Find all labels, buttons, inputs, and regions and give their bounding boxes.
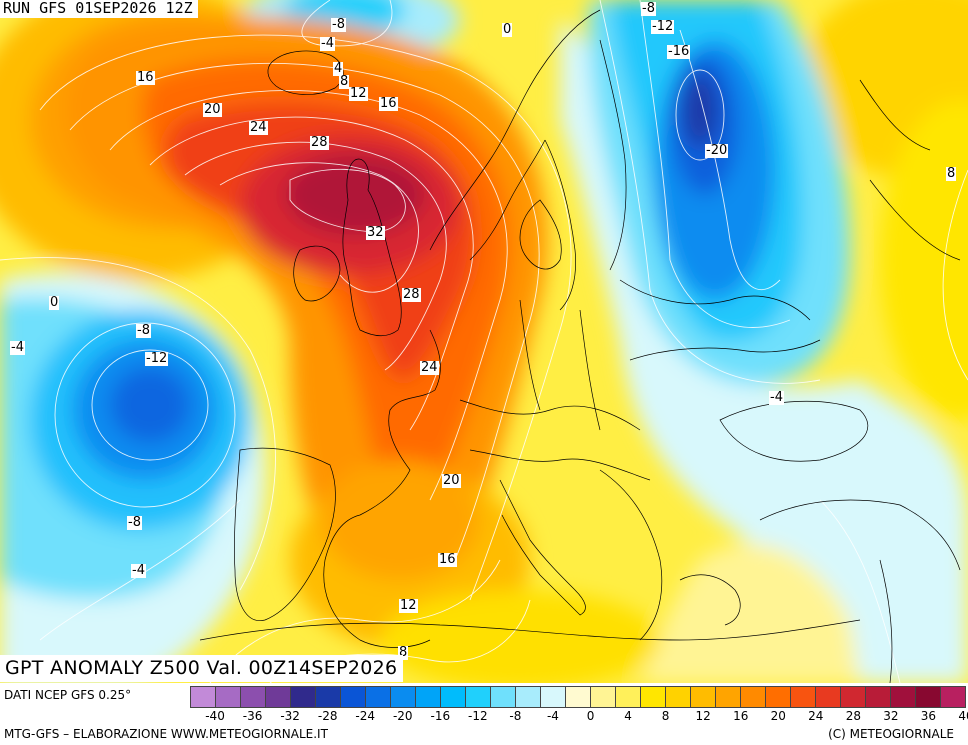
legend-tick-label: 36	[920, 709, 937, 723]
contour-label: -8	[641, 1, 656, 16]
contour-label: -16	[667, 44, 691, 59]
legend-tick-label: -40	[205, 709, 225, 723]
data-source: DATI NCEP GFS 0.25°	[4, 688, 132, 702]
legend-tick-label: 28	[845, 709, 861, 723]
legend-tick-label: 12	[695, 709, 711, 723]
footer: DATI NCEP GFS 0.25° -40 -36 -32 -28 -24 -20 -1…	[0, 683, 968, 745]
legend-swatch	[791, 687, 816, 707]
legend-tick-label: -36	[242, 709, 263, 723]
legend-swatch	[441, 687, 466, 707]
legend-tick-label: -24	[355, 709, 376, 723]
legend-tick-label: -16	[430, 709, 451, 723]
contour-label: -4	[769, 390, 784, 405]
contour-label: 16	[379, 96, 398, 111]
contour-label: 16	[136, 70, 155, 85]
legend-tick-label: 4	[624, 709, 632, 723]
contour-label: 8	[398, 645, 409, 660]
credits-right: (C) METEOGIORNALE	[828, 727, 954, 741]
contour-label: 0	[502, 22, 513, 37]
contour-label: -4	[10, 340, 25, 355]
contour-label: 24	[420, 360, 439, 375]
contour-label: 28	[402, 287, 421, 302]
legend-swatch	[716, 687, 741, 707]
contour-label: 8	[339, 74, 350, 89]
contour-label: -4	[320, 36, 335, 51]
legend-swatch	[616, 687, 641, 707]
anomaly-map: RUN GFS 01SEP2026 12Z -8 -4 0 -8 -12 -16…	[0, 0, 968, 683]
legend-swatch	[266, 687, 291, 707]
legend-tick-label: -4	[546, 709, 559, 723]
contour-label: 12	[399, 598, 418, 613]
legend-tick-label: -32	[280, 709, 300, 723]
contour-label: -4	[131, 563, 146, 578]
contour-label: 32	[366, 225, 385, 240]
legend-swatch	[391, 687, 416, 707]
legend-swatch	[191, 687, 216, 707]
contour-label: -8	[127, 515, 142, 530]
contour-label: 4	[333, 61, 344, 76]
contour-label: 16	[438, 552, 457, 567]
legend-tick-label: 20	[770, 709, 786, 723]
legend-tick-label: 0	[586, 709, 595, 723]
legend-tick-label: 16	[733, 709, 749, 723]
legend-swatch	[591, 687, 616, 707]
legend-tick-label: 32	[883, 709, 899, 723]
contour-label: -12	[145, 351, 169, 366]
legend-swatch	[641, 687, 666, 707]
contour-label: -8	[136, 323, 151, 338]
contour-label: 24	[249, 120, 268, 135]
legend-tick-label: 24	[808, 709, 824, 723]
legend-swatch	[341, 687, 366, 707]
contour-label: -12	[651, 19, 675, 34]
legend-swatch	[216, 687, 241, 707]
legend-ticks: -40 -36 -32 -28 -24 -20 -16 -12 -8 -4 0 4 8 12 16 20 24 2…	[190, 709, 968, 727]
legend-tick-label: 8	[661, 709, 670, 723]
legend-swatch	[416, 687, 441, 707]
legend-tick-label: -12	[468, 709, 488, 723]
legend-tick-label: -20	[392, 709, 413, 723]
legend-swatch	[866, 687, 891, 707]
legend-swatch	[691, 687, 716, 707]
contour-label: 0	[49, 295, 60, 310]
legend-swatch	[366, 687, 391, 707]
contour-label: 20	[203, 102, 222, 117]
run-title: RUN GFS 01SEP2026 12Z	[0, 0, 198, 18]
legend-tick-label: -8	[509, 709, 522, 723]
legend-swatch	[566, 687, 591, 707]
contour-label: 8	[946, 166, 957, 181]
contour-label: -20	[705, 143, 729, 158]
legend-swatch	[941, 687, 965, 707]
legend-swatch	[741, 687, 766, 707]
legend-swatch	[291, 687, 316, 707]
legend-tick-label: -28	[317, 709, 338, 723]
color-legend	[190, 686, 966, 708]
legend-swatch	[891, 687, 916, 707]
legend-swatch	[766, 687, 791, 707]
credits-left: MTG-GFS – ELABORAZIONE WWW.METEOGIORNALE…	[4, 727, 328, 741]
legend-swatch	[841, 687, 866, 707]
contour-label: 12	[349, 86, 368, 101]
legend-tick-label: 40	[958, 709, 968, 723]
contour-label: -8	[331, 17, 346, 32]
legend-swatch	[666, 687, 691, 707]
map-title: GPT ANOMALY Z500 Val. 00Z14SEP2026	[0, 655, 404, 682]
legend-swatch	[816, 687, 841, 707]
contour-label: 28	[310, 135, 329, 150]
contour-label: 20	[442, 473, 461, 488]
legend-swatch	[516, 687, 541, 707]
legend-swatch	[241, 687, 266, 707]
legend-swatch	[466, 687, 491, 707]
legend-swatch	[491, 687, 516, 707]
legend-swatch	[316, 687, 341, 707]
legend-swatch	[916, 687, 941, 707]
legend-swatch	[541, 687, 566, 707]
anomaly-field	[0, 0, 968, 683]
